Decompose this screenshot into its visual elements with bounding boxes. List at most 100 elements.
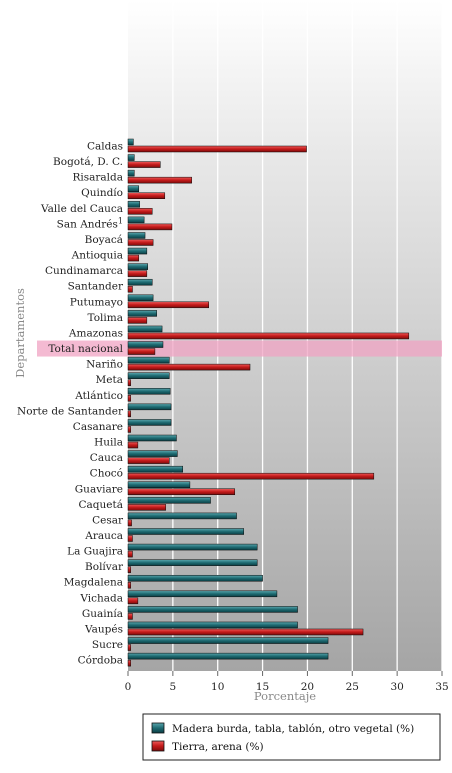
bar-madera-vichada [127,590,278,598]
bar-madera-total-nacional [127,341,164,348]
x-tick-label: 20 [301,681,314,693]
category-label-quindio: Quindío [81,187,123,199]
bar-tierra-putumayo [127,301,209,309]
bar-tierra-vaupes [127,628,364,636]
legend: Madera burda, tabla, tablón, otro vegeta… [142,713,441,761]
x-tick-label: 25 [346,681,359,693]
category-label-boyaca: Boyacá [85,234,123,246]
bar-tierra-risaralda [127,176,192,184]
category-label-atlantico: Atlántico [74,390,123,402]
bar-tierra-cauca [127,457,170,464]
bar-madera-quindio [127,185,140,192]
category-label-cundinamarca: Cundinamarca [45,265,123,277]
category-label-cesar: Cesar [92,514,124,526]
bar-madera-guaviare [127,481,191,489]
bar-madera-santander [127,278,153,286]
bar-tierra-magdalena [127,581,131,589]
category-label-san-andres: San Andrés1 [57,216,123,230]
bar-tierra-bolivar [127,566,131,573]
bar-madera-atlantico [127,388,171,395]
bar-tierra-boyaca [127,239,154,246]
bar-madera-putumayo [127,294,154,302]
legend-swatch-tierra [151,740,165,752]
bar-madera-vaupes [127,621,298,629]
bar-madera-caqueta [127,497,211,504]
bars [127,138,410,667]
category-label-amazonas: Amazonas [68,327,123,339]
bar-tierra-valle-del-cauca [127,208,153,215]
category-label-tolima: Tolima [88,312,123,324]
legend-box [142,713,441,761]
category-label-arauca: Arauca [84,530,123,542]
bar-tierra-total-nacional [127,348,156,355]
bar-tierra-cordoba [127,659,131,667]
x-tick-label: 35 [435,681,448,693]
category-label-cauca: Cauca [90,452,123,464]
bar-tierra-casanare [127,426,131,433]
bar-madera-bolivar [127,559,258,566]
bar-tierra-choco [127,472,375,480]
category-label-norte-de-santander: Norte de Santander [17,405,124,417]
bar-tierra-atlantico [127,395,131,402]
bar-madera-san-andres [127,216,145,224]
bar-tierra-guainia [127,613,133,620]
bar-tierra-sucre [127,644,131,651]
category-label-la-guajira: La Guajira [67,546,123,558]
x-axis: 0 5 10 15 20 25 30 35 [125,671,449,693]
category-label-total-nacional: Total nacional [48,343,123,355]
category-label-choco: Chocó [90,468,123,480]
bar-tierra-antioquia [127,254,140,262]
category-label-bogota-d-c: Bogotá, D. C. [53,156,123,168]
category-label-risaralda: Risaralda [72,172,123,184]
bar-madera-narino [127,356,170,364]
category-label-magdalena: Magdalena [64,577,123,589]
bar-madera-guainia [127,606,298,613]
bar-tierra-meta [127,379,131,386]
bar-madera-risaralda [127,169,135,177]
bar-madera-antioquia [127,247,148,255]
bar-madera-caldas [127,138,134,146]
category-label-bolivar: Bolívar [85,561,124,573]
bar-tierra-norte-de-santander [127,410,131,418]
legend-label-tierra: Tierra, arena (%) [172,741,264,753]
bar-madera-cauca [127,450,178,457]
bar-madera-casanare [127,419,172,426]
bar-madera-bogota-d-c [127,154,135,161]
y-axis-label: Departamentos [13,288,27,378]
category-label-antioquia: Antioquia [71,250,123,262]
bar-madera-sucre [127,637,329,644]
bar-tierra-quindio [127,192,166,199]
x-axis-label: Porcentaje [254,689,316,703]
category-superscript: 1 [118,216,123,225]
bar-madera-boyaca [127,232,146,239]
bar-madera-meta [127,372,170,379]
x-tick-label: 30 [390,681,403,693]
category-label-meta: Meta [96,374,123,386]
category-label-guainia: Guainía [82,608,123,620]
bar-madera-choco [127,465,183,473]
category-label-sucre: Sucre [92,639,123,651]
bar-madera-huila [127,434,177,442]
category-label-santander: Santander [68,281,124,293]
x-tick-label: 0 [125,681,132,693]
bar-madera-cesar [127,512,237,520]
bar-madera-norte-de-santander [127,403,172,411]
category-label-valle-del-cauca: Valle del Cauca [40,203,123,215]
bar-madera-cundinamarca [127,263,148,270]
category-label-guaviare: Guaviare [75,483,123,495]
category-label-caqueta: Caquetá [79,499,123,511]
bar-tierra-narino [127,363,251,371]
bar-madera-valle-del-cauca [127,201,140,208]
bar-tierra-cundinamarca [127,270,148,277]
category-label-casanare: Casanare [73,421,123,433]
category-label-putumayo: Putumayo [70,296,123,308]
bar-tierra-amazonas [127,332,410,340]
bar-madera-tolima [127,310,157,317]
bar-tierra-caldas [127,145,307,153]
category-label-vichada: Vichada [79,592,123,604]
legend-label-madera: Madera burda, tabla, tablón, otro vegeta… [172,723,414,735]
category-label-huila: Huila [94,437,123,449]
bar-tierra-tolima [127,317,148,324]
category-label-narino: Nariño [86,359,123,371]
